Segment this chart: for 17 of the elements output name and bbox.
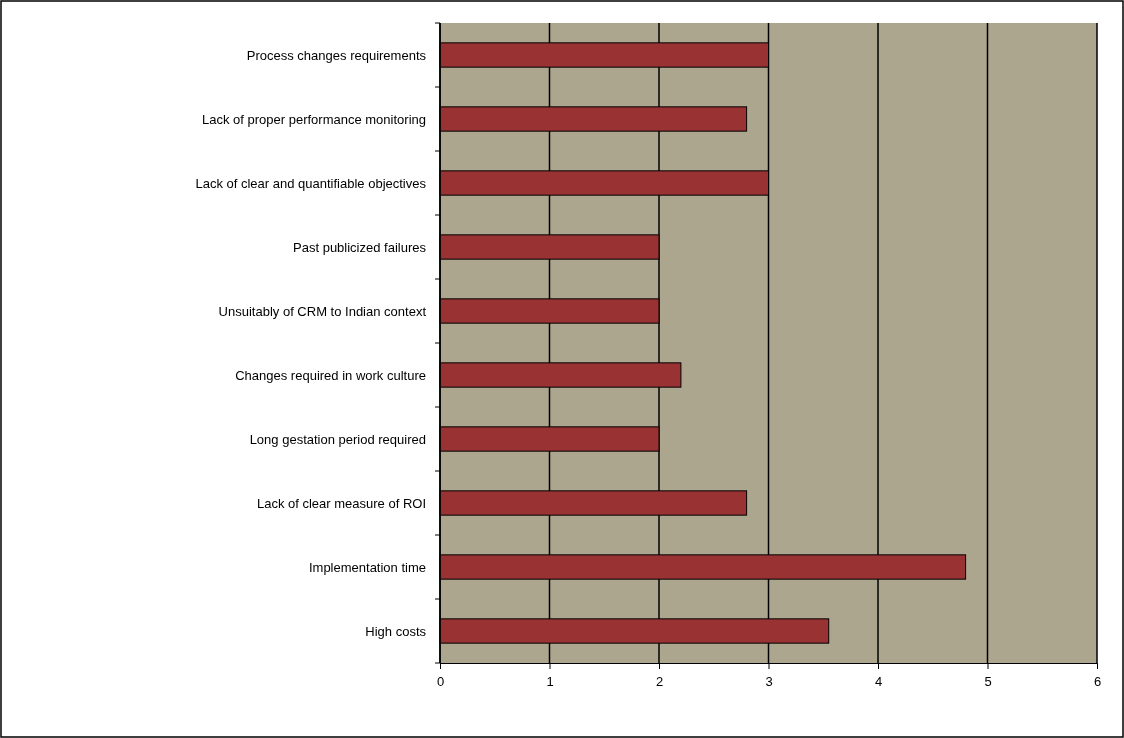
y-tick-label: Changes required in work culture: [235, 367, 426, 383]
y-tick-label: High costs: [365, 623, 427, 639]
x-tick-label: 3: [765, 674, 773, 690]
x-tick-label: 4: [874, 674, 883, 690]
x-tick-label: 0: [436, 674, 445, 690]
y-tick-label: Long gestation period required: [249, 431, 426, 447]
y-tick-label: Lack of clear measure of ROI: [256, 495, 426, 511]
y-tick-label: Past publicized failures: [293, 239, 427, 255]
x-tick-label: 1: [546, 674, 554, 690]
y-tick-label: Unsuitably of CRM to Indian context: [218, 303, 427, 319]
y-tick-label: Implementation time: [308, 559, 426, 575]
y-tick-label: Lack of proper performance monitoring: [201, 111, 426, 127]
y-tick-label: Process changes requirements: [246, 47, 427, 63]
x-tick-label: 6: [1093, 674, 1102, 690]
x-tick-label: 2: [655, 674, 664, 690]
y-tick-label: Lack of clear and quantifiable objectives: [195, 175, 427, 191]
x-tick-label: 5: [984, 674, 992, 690]
